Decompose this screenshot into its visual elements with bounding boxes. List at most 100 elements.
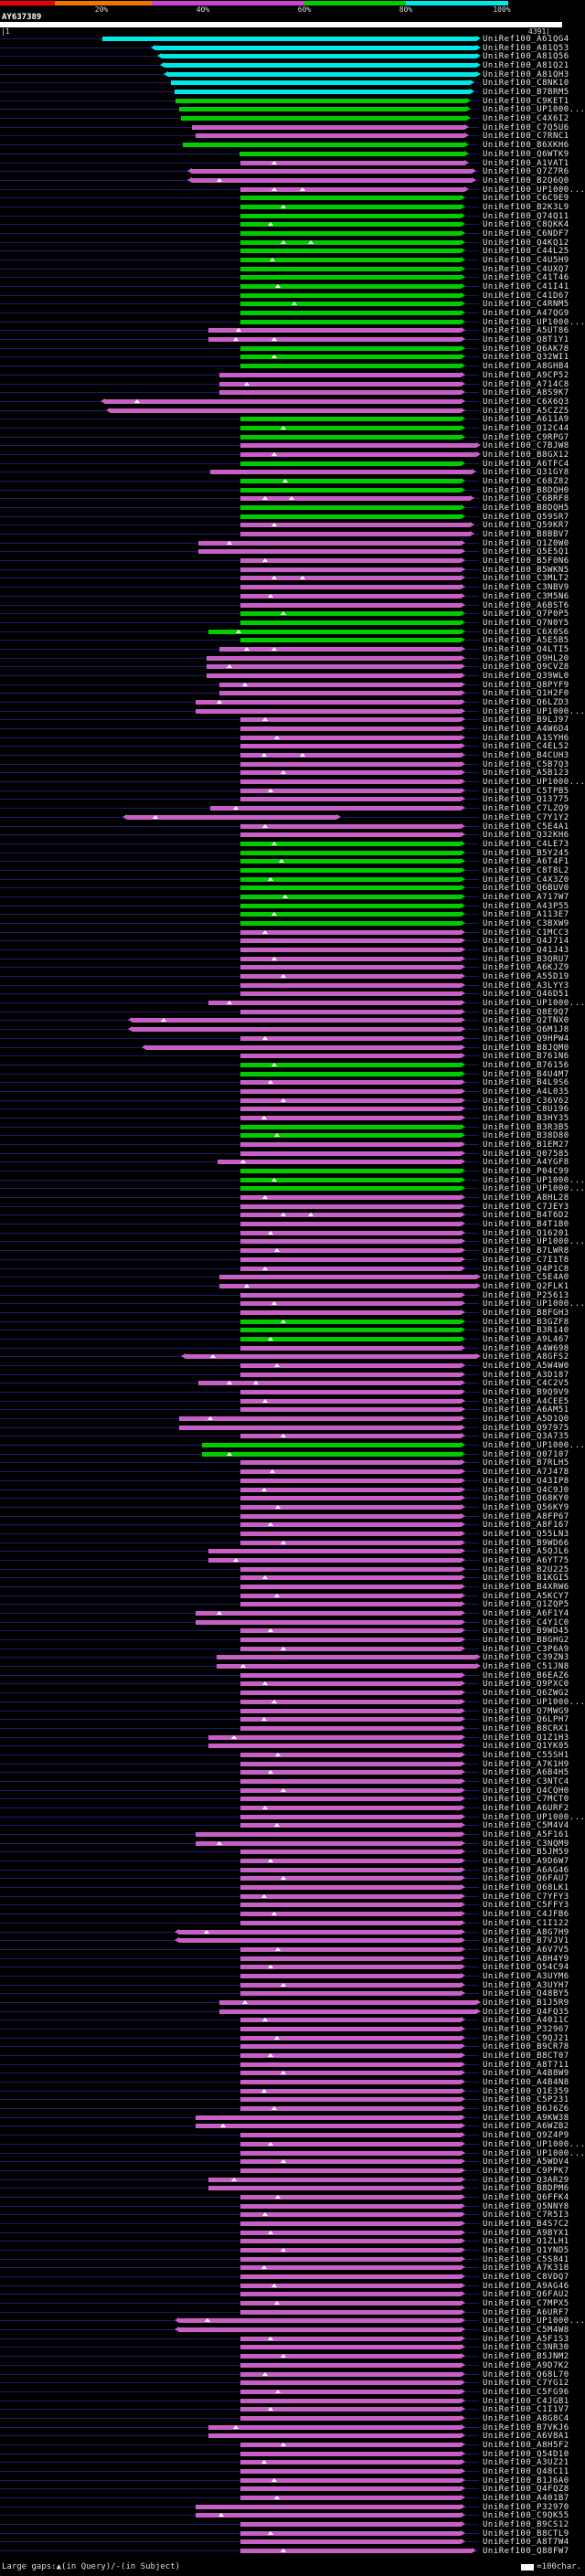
hit-accession-link[interactable]: UniRef100_A3D187 (483, 1370, 569, 1380)
alignment-bar[interactable] (133, 1027, 462, 1033)
alignment-bar[interactable] (240, 275, 462, 281)
alignment-bar[interactable] (240, 2549, 473, 2554)
alignment-bar[interactable] (240, 1478, 462, 1483)
alignment-bar[interactable] (240, 558, 462, 564)
alignment-bar[interactable] (196, 1832, 462, 1838)
alignment-bar[interactable] (240, 1814, 462, 1819)
hit-accession-link[interactable]: UniRef100_A5UT86 (483, 326, 569, 336)
alignment-bar[interactable] (145, 1044, 462, 1050)
alignment-bar[interactable] (240, 1513, 462, 1519)
alignment-bar[interactable] (240, 929, 462, 935)
alignment-bar[interactable] (179, 1938, 462, 1944)
hit-accession-link[interactable]: UniRef100_B4CUH3 (483, 751, 569, 761)
hit-accession-link[interactable]: UniRef100_Q1ZLH1 (483, 2237, 569, 2247)
hit-accession-link[interactable]: UniRef100_Q8T1Y1 (483, 335, 569, 345)
hit-accession-link[interactable]: UniRef100_B5JM59 (483, 1848, 569, 1858)
alignment-bar[interactable] (240, 1778, 462, 1784)
hit-accession-link[interactable]: UniRef100_Q7P0P5 (483, 610, 569, 620)
hit-accession-link[interactable]: UniRef100_A4011C (483, 2016, 569, 2026)
hit-accession-link[interactable]: UniRef100_A5F1S3 (483, 2334, 569, 2344)
hit-accession-link[interactable]: UniRef100_B1J6A0 (483, 2475, 569, 2486)
hit-accession-link[interactable]: UniRef100_C1MCC3 (483, 928, 569, 938)
alignment-bar[interactable] (240, 1725, 462, 1731)
hit-accession-link[interactable]: UniRef100_C7Y1Y2 (483, 812, 569, 822)
alignment-bar[interactable] (240, 1169, 462, 1174)
hit-accession-link[interactable]: UniRef100_A1SYH6 (483, 733, 569, 743)
hit-accession-link[interactable]: UniRef100_C6X6Q3 (483, 397, 569, 407)
alignment-bar[interactable] (240, 319, 462, 324)
alignment-bar[interactable] (240, 2486, 462, 2492)
hit-accession-link[interactable]: UniRef100_A8G8C4 (483, 2413, 569, 2423)
alignment-bar[interactable] (209, 806, 462, 811)
alignment-bar[interactable] (240, 2469, 462, 2474)
alignment-bar[interactable] (240, 1336, 462, 1341)
alignment-bar[interactable] (240, 991, 462, 997)
alignment-bar[interactable] (240, 1982, 462, 1988)
alignment-bar[interactable] (240, 797, 462, 802)
hit-accession-link[interactable]: UniRef100_A8HL28 (483, 1193, 569, 1203)
hit-accession-link[interactable]: UniRef100_C68Z82 (483, 477, 569, 486)
alignment-bar[interactable] (240, 1708, 462, 1713)
alignment-bar[interactable] (240, 894, 462, 899)
hit-accession-link[interactable]: UniRef100_Q4FQZ8 (483, 2485, 569, 2495)
alignment-bar[interactable] (179, 2327, 462, 2333)
alignment-bar[interactable] (240, 204, 462, 209)
hit-accession-link[interactable]: UniRef100_C41D67 (483, 291, 569, 301)
alignment-bar[interactable] (240, 2274, 462, 2280)
alignment-bar[interactable] (240, 1203, 462, 1209)
alignment-bar[interactable] (240, 2451, 462, 2456)
alignment-bar[interactable] (240, 948, 462, 953)
alignment-bar[interactable] (240, 1080, 462, 1086)
hit-accession-link[interactable]: UniRef100_Q32KH6 (483, 831, 569, 841)
alignment-bar[interactable] (206, 664, 462, 670)
alignment-bar[interactable] (240, 1646, 462, 1651)
hit-accession-link[interactable]: UniRef100_A9L467 (483, 1334, 569, 1344)
alignment-bar[interactable] (240, 186, 465, 192)
alignment-bar[interactable] (240, 788, 462, 793)
hit-accession-link[interactable]: UniRef100_C8U196 (483, 1105, 569, 1115)
hit-accession-link[interactable]: UniRef100_A9KW38 (483, 2113, 569, 2123)
alignment-bar[interactable] (240, 1496, 462, 1501)
alignment-bar[interactable] (209, 470, 473, 475)
alignment-bar[interactable] (240, 1035, 462, 1041)
alignment-bar[interactable] (240, 1867, 462, 1872)
hit-accession-link[interactable]: UniRef100_A4W6D4 (483, 725, 569, 735)
hit-accession-link[interactable]: UniRef100_C5P231 (483, 2095, 569, 2105)
alignment-bar[interactable] (240, 638, 462, 643)
alignment-bar[interactable] (240, 921, 462, 926)
hit-accession-link[interactable]: UniRef100_B7RLH5 (483, 1458, 569, 1468)
alignment-bar[interactable] (240, 345, 462, 351)
hit-accession-link[interactable]: UniRef100_Q4LTI5 (483, 644, 569, 654)
alignment-bar[interactable] (240, 2345, 462, 2350)
hit-accession-link[interactable]: UniRef100_A1VAT1 (483, 158, 569, 168)
hit-accession-link[interactable]: UniRef100_A8H4Y9 (483, 1954, 569, 1964)
hit-accession-link[interactable]: UniRef100_Q7MWG9 (483, 1706, 569, 1716)
alignment-bar[interactable] (240, 1752, 462, 1757)
alignment-bar[interactable] (240, 1097, 462, 1103)
hit-accession-link[interactable]: UniRef100_Q5E5Q1 (483, 547, 569, 557)
alignment-bar[interactable] (240, 903, 462, 908)
alignment-bar[interactable] (240, 1965, 462, 1970)
alignment-bar[interactable] (196, 2124, 462, 2129)
hit-accession-link[interactable]: UniRef100_B2Q6Q0 (483, 175, 569, 186)
alignment-bar[interactable] (240, 2309, 462, 2315)
alignment-bar[interactable] (218, 1999, 476, 2005)
alignment-bar[interactable] (240, 1893, 462, 1899)
hit-accession-link[interactable]: UniRef100_C5FFY3 (483, 1901, 569, 1911)
hit-accession-link[interactable]: UniRef100_Q6AK78 (483, 344, 569, 354)
alignment-bar[interactable] (208, 2186, 462, 2191)
hit-accession-link[interactable]: UniRef100_A5D1Q0 (483, 1415, 569, 1425)
hit-accession-link[interactable]: UniRef100_A3UYM6 (483, 1971, 569, 1981)
hit-accession-link[interactable]: UniRef100_C5FG96 (483, 2387, 569, 2397)
alignment-bar[interactable] (192, 177, 473, 183)
hit-accession-link[interactable]: UniRef100_B8CTL9 (483, 2528, 569, 2539)
hit-accession-link[interactable]: UniRef100_Q4P1C8 (483, 1264, 569, 1274)
alignment-bar[interactable] (240, 425, 462, 430)
hit-accession-link[interactable]: UniRef100_A8G7H9 (483, 1927, 569, 1937)
alignment-bar[interactable] (202, 1451, 462, 1457)
alignment-bar[interactable] (240, 1150, 462, 1156)
alignment-bar[interactable] (240, 1602, 462, 1607)
alignment-bar[interactable] (240, 443, 476, 449)
alignment-bar[interactable] (161, 54, 476, 59)
hit-accession-link[interactable]: UniRef100_A4W698 (483, 1343, 569, 1353)
